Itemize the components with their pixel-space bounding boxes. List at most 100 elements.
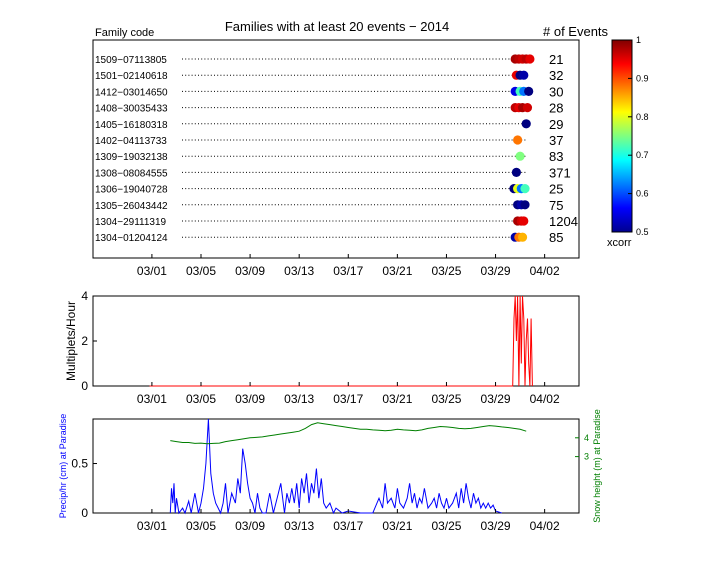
snow-y-ticks: 34 [575, 433, 589, 462]
x-tick-label: 03/17 [333, 392, 363, 406]
family-code-label: 1509−07113805 [95, 55, 167, 66]
y-tick-label: 4 [81, 289, 88, 303]
x-tick-label: 03/01 [137, 264, 167, 278]
families-panel: Families with at least 20 events − 2014 … [92, 19, 609, 278]
precip-line [169, 418, 502, 515]
family-code-label: 1402−04113733 [95, 136, 167, 147]
event-marker [520, 200, 530, 210]
x-tick-label: 03/21 [382, 264, 412, 278]
x-tick-label: 03/05 [186, 264, 216, 278]
event-count-label: 83 [549, 149, 563, 164]
x-tick-label: 03/29 [481, 264, 511, 278]
family-code-label: 1408−30035433 [95, 104, 168, 115]
multiplets-panel: 024 03/01 03/05 03/09 03/13 03/17 03/21 03/25 0… [64, 289, 580, 406]
y-tick-label: 0 [81, 379, 88, 393]
multiplets-axes-frame [92, 295, 580, 387]
event-marker [513, 135, 523, 145]
precip-ylabel: Precip/hr (cm) at Paradise [58, 414, 68, 519]
family-row: 1305−26043442 75 [95, 198, 563, 213]
event-marker [524, 86, 534, 96]
x-tick-label: 03/25 [431, 264, 461, 278]
multiplets-y-ticks: 0 2 4 [81, 289, 97, 393]
families-x-ticks: 03/01 03/05 03/09 03/13 03/17 03/21 03/25 03/29… [137, 254, 560, 278]
x-tick-label: 03/29 [481, 519, 511, 533]
family-code-label: 1405−16180318 [95, 120, 168, 131]
family-row: 1308−08084555 371 [95, 165, 571, 180]
weather-panel: 00.5 34 03/01 03/05 03/09 03/13 03/17 03/21 03… [58, 409, 602, 533]
family-row: 1306−19040728 25 [95, 182, 563, 197]
colorbar-tick-label: 0.7 [636, 150, 649, 160]
x-tick-label: 03/25 [431, 392, 461, 406]
xcorr-colorbar: 0.5 0.6 0.7 0.8 0.9 1 xcorr [607, 35, 649, 249]
x-tick-label: 03/13 [284, 264, 314, 278]
x-tick-label: 03/13 [284, 519, 314, 533]
x-tick-label: 03/09 [235, 264, 265, 278]
events-header: # of Events [543, 24, 609, 39]
x-tick-label: 03/09 [235, 519, 265, 533]
family-code-label: 1412−03014650 [95, 87, 168, 98]
snow-line [170, 422, 527, 445]
event-count-label: 32 [549, 68, 563, 83]
event-count-label: 1204 [549, 214, 578, 229]
event-count-label: 28 [549, 101, 563, 116]
family-code-label: 1304−29111319 [95, 217, 167, 228]
x-tick-label: 03/05 [186, 519, 216, 533]
family-row: 1509−07113805 21 [95, 52, 563, 67]
x-tick-label: 04/02 [530, 264, 560, 278]
event-count-label: 21 [549, 52, 563, 67]
event-marker [519, 216, 529, 226]
colorbar-tick-label: 0.6 [636, 189, 649, 199]
precip-y-tick-label: 0 [81, 506, 88, 520]
multiplets-ylabel: Multiplets/Hour [64, 301, 78, 381]
y-tick-label: 2 [81, 334, 88, 348]
family-row: 1304−01204124 85 [95, 230, 563, 245]
event-count-label: 37 [549, 133, 563, 148]
event-marker [519, 70, 529, 80]
family-row: 1501−02140618 32 [95, 68, 563, 83]
x-tick-label: 03/09 [235, 392, 265, 406]
colorbar-gradient [611, 39, 633, 233]
family-code-label: 1304−01204124 [95, 233, 168, 244]
x-tick-label: 03/05 [186, 392, 216, 406]
weather-axes-frame [92, 418, 580, 514]
family-code-label: 1501−02140618 [95, 71, 168, 82]
colorbar-tick-label: 0.5 [636, 227, 649, 237]
family-code-label: 1306−19040728 [95, 185, 168, 196]
colorbar-tick-label: 1 [636, 35, 641, 45]
family-code-label: 1308−08084555 [95, 168, 168, 179]
event-marker [515, 151, 525, 161]
precip-y-ticks: 00.5 [71, 457, 97, 520]
snow-y-tick-label: 4 [584, 433, 589, 443]
event-count-label: 85 [549, 230, 563, 245]
family-row: 1412−03014650 30 [95, 84, 563, 99]
colorbar-tick-label: 0.9 [636, 73, 649, 83]
families-axes-frame [92, 39, 580, 259]
multiplets-x-ticks: 03/01 03/05 03/09 03/13 03/17 03/21 03/25 03/29… [137, 382, 560, 406]
x-tick-label: 03/25 [431, 519, 461, 533]
family-row: 1402−04113733 37 [95, 133, 563, 148]
family-code-label: 1309−19032138 [95, 152, 168, 163]
family-row: 1405−16180318 29 [95, 117, 563, 132]
x-tick-label: 03/21 [382, 392, 412, 406]
x-tick-label: 03/01 [137, 392, 167, 406]
x-tick-label: 03/01 [137, 519, 167, 533]
families-title: Families with at least 20 events − 2014 [225, 19, 449, 34]
family-row: 1309−19032138 83 [95, 149, 563, 164]
x-tick-label: 03/21 [382, 519, 412, 533]
weather-x-ticks: 03/01 03/05 03/09 03/13 03/17 03/21 03/25 03/29… [137, 509, 560, 533]
snow-y-tick-label: 3 [584, 452, 589, 462]
family-row: 1408−30035433 28 [95, 101, 563, 116]
event-marker [520, 184, 530, 194]
event-count-label: 29 [549, 117, 563, 132]
snow-ylabel: Snow height (m) at Paradise [592, 409, 602, 523]
event-count-label: 25 [549, 182, 563, 197]
x-tick-label: 03/17 [333, 519, 363, 533]
event-marker [511, 167, 522, 177]
x-tick-label: 03/13 [284, 392, 314, 406]
x-tick-label: 04/02 [530, 519, 560, 533]
x-tick-label: 03/29 [481, 392, 511, 406]
event-marker [525, 54, 535, 64]
family-row: 1304−29111319 1204 [95, 214, 578, 229]
x-tick-label: 03/17 [333, 264, 363, 278]
